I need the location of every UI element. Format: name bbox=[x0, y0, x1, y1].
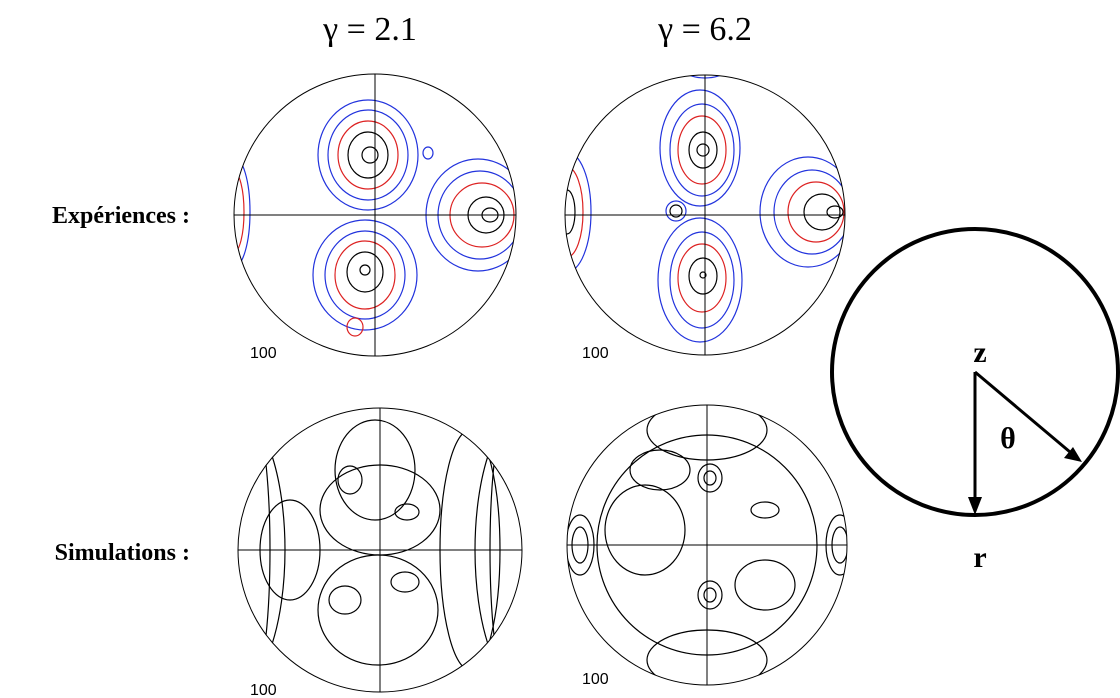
row-label: Expériences : bbox=[52, 203, 190, 229]
row-label: Simulations : bbox=[55, 540, 190, 566]
axis-label: z bbox=[973, 336, 986, 369]
pole-figure: 100 bbox=[566, 404, 848, 688]
pole-figure: 100 bbox=[564, 74, 846, 362]
pole-figure-label: 100 bbox=[250, 345, 277, 362]
axis-label: r bbox=[973, 541, 986, 574]
pole-figure: 100 bbox=[237, 407, 523, 698]
axis-label: θ bbox=[1000, 422, 1016, 455]
column-title: γ = 2.1 bbox=[322, 11, 417, 48]
pole-figure: 100 bbox=[233, 73, 517, 362]
pole-figure-label: 100 bbox=[250, 682, 277, 698]
axes-diagram: z θ r bbox=[830, 227, 1120, 574]
column-title: γ = 6.2 bbox=[657, 11, 752, 48]
pole-figure-label: 100 bbox=[582, 345, 609, 362]
pole-figure-label: 100 bbox=[582, 671, 609, 688]
